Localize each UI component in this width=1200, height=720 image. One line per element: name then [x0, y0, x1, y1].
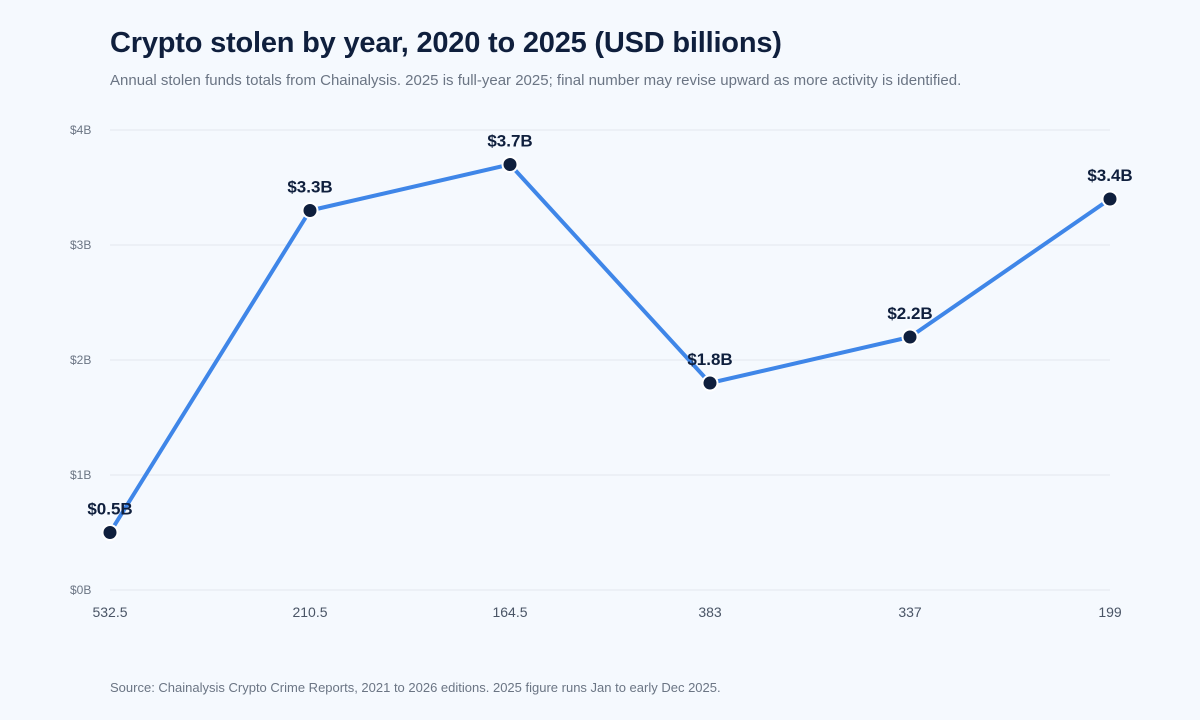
grid-layer [110, 129, 1110, 591]
data-point[interactable] [301, 202, 319, 219]
x-tick-label: 164.5 [492, 604, 527, 620]
series-line [108, 162, 1112, 535]
y-tick-label: $4B [70, 123, 91, 137]
data-point[interactable] [1101, 190, 1119, 208]
x-tick-label: 383 [698, 604, 722, 620]
data-labels: $0.5B $3.3B $3.7B $1.8B $2.2B $3.4B [87, 132, 1132, 519]
data-label: $1.8B [687, 350, 732, 369]
y-tick-label: $3B [70, 238, 91, 252]
x-tick-label: 210.5 [292, 604, 327, 620]
data-point[interactable] [701, 374, 719, 392]
x-axis: 532.5 210.5 164.5 383 337 199 [92, 604, 1121, 620]
data-point[interactable] [901, 328, 919, 346]
y-tick-label: $0B [70, 583, 91, 597]
data-label: $2.2B [887, 304, 932, 323]
x-tick-label: 337 [898, 604, 922, 620]
y-tick-label: $2B [70, 353, 91, 367]
y-axis: $0B $1B $2B $3B $4B [70, 123, 91, 597]
data-label: $3.3B [287, 178, 332, 197]
x-tick-label: 199 [1098, 604, 1122, 620]
x-tick-label: 532.5 [92, 604, 127, 620]
data-label: $0.5B [87, 500, 132, 519]
chart-subtitle: Annual stolen funds totals from Chainaly… [110, 72, 962, 89]
data-point[interactable] [501, 156, 519, 173]
y-tick-label: $1B [70, 468, 91, 482]
data-point[interactable] [101, 524, 119, 541]
chart-title: Crypto stolen by year, 2020 to 2025 (USD… [110, 27, 782, 59]
data-label: $3.7B [487, 132, 532, 151]
source-note: Source: Chainalysis Crypto Crime Reports… [110, 680, 721, 695]
data-label: $3.4B [1087, 166, 1132, 185]
series-layer [101, 156, 1119, 541]
